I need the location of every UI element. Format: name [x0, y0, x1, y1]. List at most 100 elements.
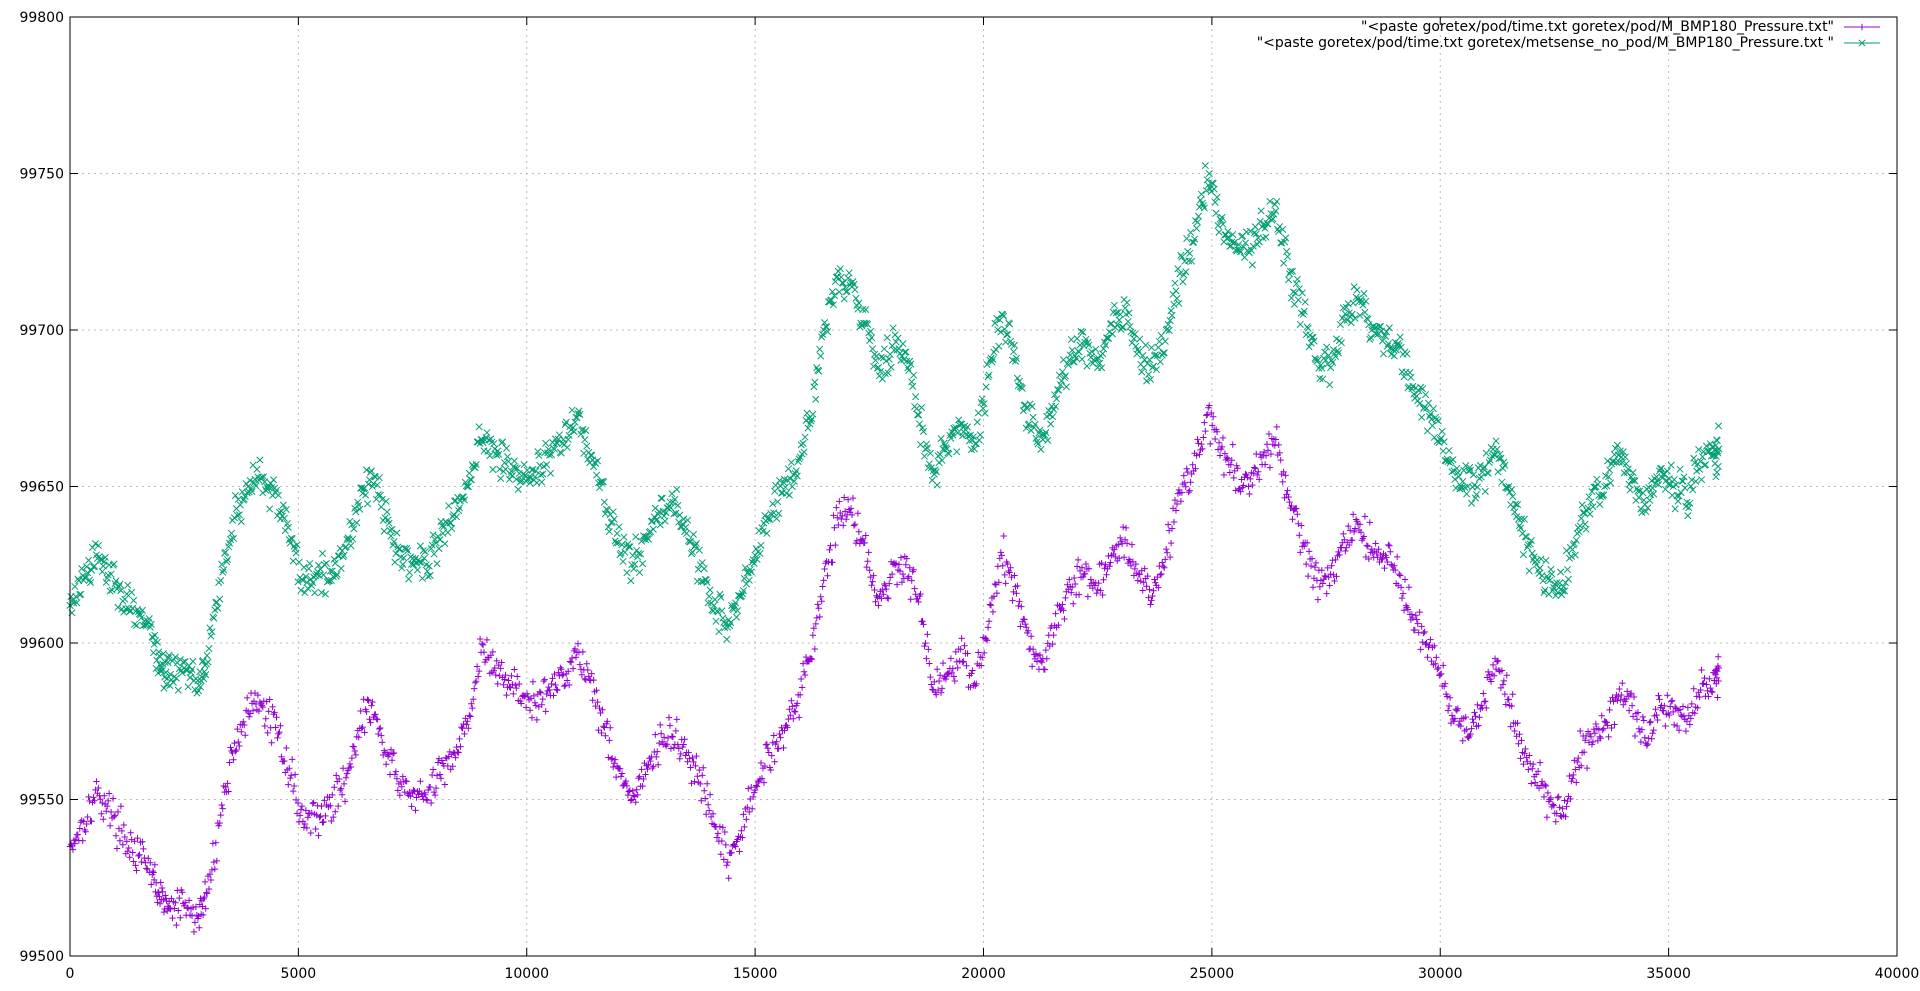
data-point: [907, 596, 914, 603]
data-point: [933, 666, 941, 673]
data-point: [394, 787, 402, 794]
data-point: [1298, 289, 1306, 297]
data-point: [1228, 457, 1235, 464]
data-point: [1520, 760, 1527, 768]
data-point: [1577, 762, 1585, 769]
data-point: [864, 558, 871, 565]
data-point: [320, 561, 329, 569]
data-point: [1453, 464, 1461, 472]
data-point: [1138, 368, 1146, 376]
data-point: [940, 439, 948, 447]
data-point: [1473, 483, 1481, 491]
data-point: [1695, 689, 1702, 696]
data-point: [144, 865, 151, 873]
data-point: [1314, 596, 1322, 603]
data-point: [1366, 519, 1373, 526]
data-point: [296, 812, 304, 819]
data-point: [178, 669, 186, 677]
data-point: [87, 579, 95, 587]
data-point: [1144, 360, 1152, 368]
data-point: [103, 802, 111, 810]
data-point: [812, 395, 820, 403]
data-point: [1443, 693, 1451, 700]
data-point: [588, 670, 595, 677]
data-point: [253, 465, 261, 473]
data-point: [896, 567, 904, 575]
data-point: [383, 508, 391, 516]
data-point: [1121, 536, 1129, 543]
data-point: [528, 714, 536, 721]
data-point: [845, 506, 853, 513]
legend: "<paste goretex/pod/time.txt goretex/pod…: [1257, 19, 1880, 51]
data-point: [1255, 476, 1263, 483]
data-point: [1333, 573, 1340, 580]
data-point: [920, 452, 929, 460]
data-point: [705, 807, 713, 814]
data-point: [1629, 469, 1637, 477]
data-point: [945, 450, 953, 458]
data-point: [690, 758, 697, 766]
data-point: [1168, 311, 1176, 319]
data-point: [773, 514, 781, 523]
data-point: [1031, 420, 1039, 429]
data-point: [533, 716, 541, 724]
data-point: [335, 775, 343, 783]
data-point: [1540, 793, 1548, 801]
data-point: [1305, 548, 1313, 555]
data-point: [996, 555, 1004, 562]
data-point: [871, 586, 878, 594]
data-point: [157, 879, 164, 886]
data-point: [906, 564, 913, 571]
data-point: [224, 556, 232, 564]
data-point: [1162, 556, 1169, 563]
data-point: [1501, 690, 1509, 698]
data-point: [1180, 271, 1188, 279]
data-point: [1157, 571, 1164, 579]
data-point: [1140, 579, 1147, 586]
data-point: [1670, 721, 1678, 729]
data-point: [866, 567, 873, 574]
data-point: [731, 599, 740, 607]
data-point: [1590, 483, 1598, 491]
data-point: [130, 858, 137, 865]
data-point: [134, 834, 141, 842]
data-point: [1400, 607, 1408, 614]
data-point: [1475, 722, 1482, 729]
data-point: [548, 680, 555, 688]
data-point: [538, 701, 545, 708]
data-point: [1164, 320, 1172, 328]
data-point: [680, 741, 687, 748]
data-point: [1070, 600, 1077, 607]
data-point: [651, 504, 659, 512]
data-point: [1125, 309, 1133, 317]
data-point: [215, 578, 223, 587]
data-point: [1002, 580, 1009, 587]
data-point: [951, 677, 958, 685]
data-point: [358, 725, 365, 732]
data-point: [1366, 335, 1374, 343]
data-point: [471, 685, 478, 692]
data-point: [1525, 766, 1532, 773]
data-point: [255, 707, 263, 715]
data-point: [638, 766, 645, 773]
data-point: [871, 356, 880, 364]
data-point: [364, 696, 371, 703]
data-point: [676, 755, 683, 762]
data-point: [785, 491, 793, 499]
data-point: [607, 724, 614, 731]
data-point: [949, 665, 957, 672]
data-point: [1256, 451, 1264, 458]
data-point: [1605, 473, 1613, 481]
data-point: [899, 340, 907, 348]
data-point: [1644, 504, 1652, 512]
data-point: [1445, 702, 1453, 710]
data-point: [1018, 603, 1025, 610]
data-point: [210, 614, 218, 622]
data-point: [1625, 707, 1633, 714]
data-point: [926, 449, 934, 457]
data-point: [1224, 455, 1232, 462]
data-point: [1461, 483, 1469, 491]
data-point: [1185, 488, 1192, 496]
data-point: [537, 471, 545, 479]
data-point: [883, 334, 891, 342]
